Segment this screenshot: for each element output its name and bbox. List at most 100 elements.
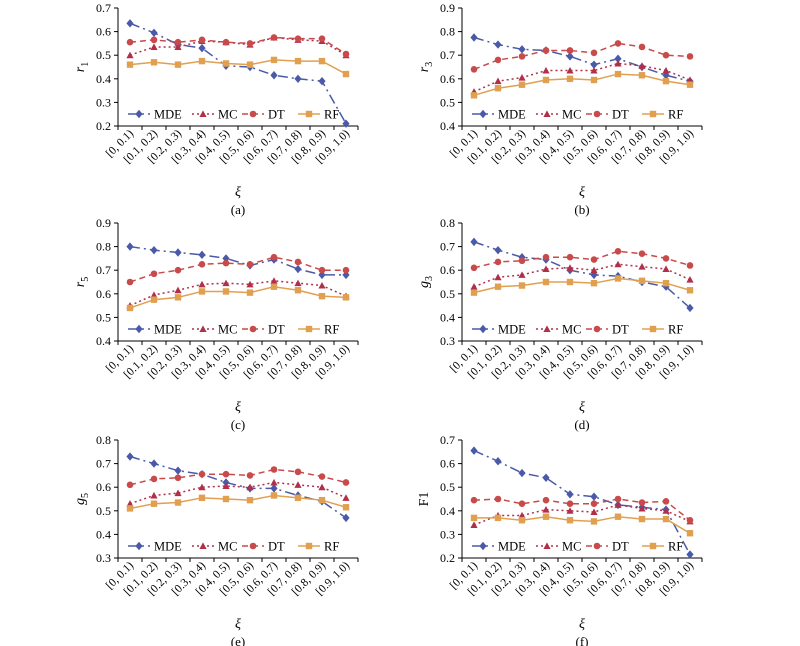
data-point-mde [174, 248, 182, 257]
data-point-mde [150, 28, 158, 37]
legend-label-dt: DT [268, 540, 285, 554]
data-point-mde [614, 54, 622, 63]
y-tick-label: 0.8 [440, 25, 455, 39]
data-point-dt [638, 43, 646, 51]
data-point-rf [198, 288, 206, 295]
y-tick-label: 0.5 [96, 504, 111, 518]
y-tick-label: 0.6 [440, 263, 455, 277]
data-point-mde [470, 237, 478, 247]
y-tick-label: 0.8 [96, 433, 111, 447]
y-tick-label: 0.2 [96, 119, 111, 133]
panel-subtitle: (b) [574, 202, 589, 217]
data-point-mde [150, 245, 158, 255]
series-line-mc [129, 481, 347, 505]
data-point-mde [494, 245, 502, 255]
legend-marker-rf [649, 325, 657, 333]
y-tick-label: 0.5 [96, 48, 111, 62]
data-point-rf [294, 287, 302, 294]
legend-label-rf: RF [324, 540, 339, 554]
data-point-rf [270, 283, 278, 290]
data-point-rf [542, 513, 550, 520]
legend-marker-dt [593, 110, 601, 118]
y-axis-label: r5 [73, 277, 91, 287]
legend-label-mde: MDE [498, 540, 526, 554]
y-axis-label-subscript: 3 [424, 62, 435, 67]
data-point-mc [542, 265, 550, 273]
data-point-rf [590, 76, 598, 84]
data-point-dt [294, 468, 302, 476]
chart-panel-f: 0.20.30.40.50.60.7[0, 0.1)[0.1, 0.2)[0.2… [417, 433, 703, 646]
legend-label-dt: DT [612, 108, 629, 122]
data-point-mde [294, 74, 302, 83]
x-axis-label: ξ [235, 185, 241, 200]
data-point-mc [614, 501, 622, 508]
y-tick-label: 0.6 [96, 480, 111, 494]
data-point-dt [246, 472, 254, 479]
data-point-dt [246, 40, 254, 47]
legend-label-rf: RF [668, 540, 683, 554]
y-axis-label-subscript: 5 [80, 277, 91, 282]
data-point-rf [270, 56, 278, 64]
data-point-rf [318, 292, 326, 300]
legend-label-mde: MDE [154, 108, 182, 122]
data-point-rf [566, 75, 574, 82]
data-point-rf [662, 77, 670, 85]
series-line-mc [473, 62, 691, 93]
legend-marker-mde [135, 324, 143, 334]
data-point-rf [222, 288, 230, 295]
series-line-mc [473, 504, 691, 526]
legend-marker-mde [135, 541, 143, 551]
data-point-mde [470, 446, 478, 455]
legend-label-rf: RF [668, 323, 683, 337]
y-axis-label: g3 [417, 276, 435, 288]
data-point-mc [470, 521, 478, 528]
data-point-mde [198, 43, 206, 53]
data-point-mc [638, 263, 646, 270]
data-point-rf [590, 279, 598, 287]
legend-marker-dt [249, 325, 257, 333]
legend-marker-rf [649, 542, 657, 550]
data-point-mc [614, 59, 622, 67]
series-line-mc [129, 280, 347, 307]
data-point-dt [342, 266, 350, 274]
data-point-rf [174, 61, 182, 68]
y-tick-label: 0.7 [96, 263, 111, 277]
y-tick-label: 0.3 [96, 551, 111, 565]
data-point-rf [126, 61, 134, 68]
data-point-mc [246, 280, 254, 288]
data-point-dt [614, 40, 622, 47]
legend-label-rf: RF [668, 108, 683, 122]
data-point-mc [150, 43, 158, 50]
data-point-mde [294, 264, 302, 274]
legend-marker-dt [593, 325, 601, 333]
y-tick-label: 0.3 [440, 334, 455, 348]
data-point-mc [590, 266, 598, 274]
series-line-rf [129, 494, 347, 510]
data-point-rf [246, 61, 254, 68]
data-point-mde [470, 33, 478, 42]
data-point-mc [470, 283, 478, 290]
data-point-rf [246, 289, 254, 296]
data-point-dt [662, 498, 670, 505]
legend-marker-mde [479, 541, 487, 551]
data-point-mc [294, 279, 302, 287]
series-line-mc [473, 263, 691, 288]
data-point-rf [566, 517, 574, 524]
y-axis-label-text: g [417, 281, 432, 288]
legend-label-mc: MC [562, 323, 581, 337]
series-line-dt [129, 468, 347, 486]
data-point-rf [662, 279, 670, 287]
data-point-dt [686, 516, 694, 524]
data-point-mc [246, 483, 254, 491]
x-axis-label: ξ [235, 400, 241, 415]
data-point-mc [494, 273, 502, 281]
y-tick-label: 0.5 [440, 95, 455, 109]
data-point-dt [566, 500, 574, 508]
data-point-dt [566, 47, 574, 54]
legend-marker-mde [479, 324, 487, 334]
data-point-mde [542, 473, 550, 482]
y-axis-label: r3 [417, 62, 435, 72]
data-point-mc [590, 508, 598, 515]
data-point-mde [198, 250, 206, 260]
legend-marker-rf [649, 110, 657, 118]
